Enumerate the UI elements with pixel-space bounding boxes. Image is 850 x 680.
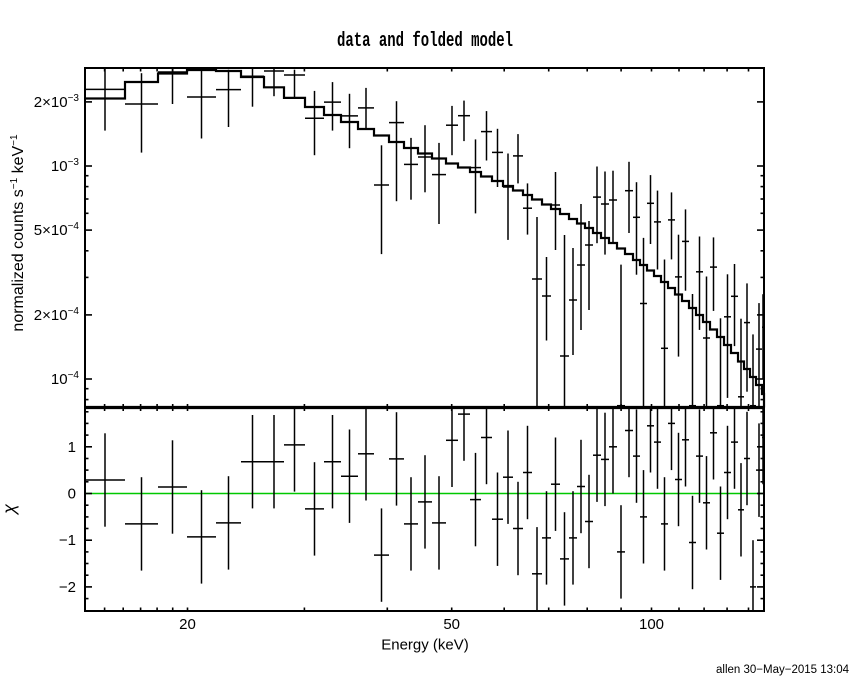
- svg-text:0: 0: [68, 486, 76, 503]
- svg-text:100: 100: [639, 616, 664, 633]
- svg-text:Energy (keV): Energy (keV): [381, 637, 469, 654]
- svg-text:χ: χ: [0, 503, 19, 516]
- svg-text:normalized counts s−1 keV−1: normalized counts s−1 keV−1: [9, 134, 27, 332]
- svg-text:−1: −1: [59, 532, 76, 549]
- svg-text:20: 20: [179, 616, 196, 633]
- svg-text:1: 1: [68, 439, 76, 456]
- svg-text:data and folded model: data and folded model: [337, 30, 513, 53]
- svg-text:50: 50: [443, 616, 460, 633]
- svg-text:allen 30−May−2015 13:04: allen 30−May−2015 13:04: [716, 664, 850, 676]
- svg-text:−2: −2: [59, 579, 76, 596]
